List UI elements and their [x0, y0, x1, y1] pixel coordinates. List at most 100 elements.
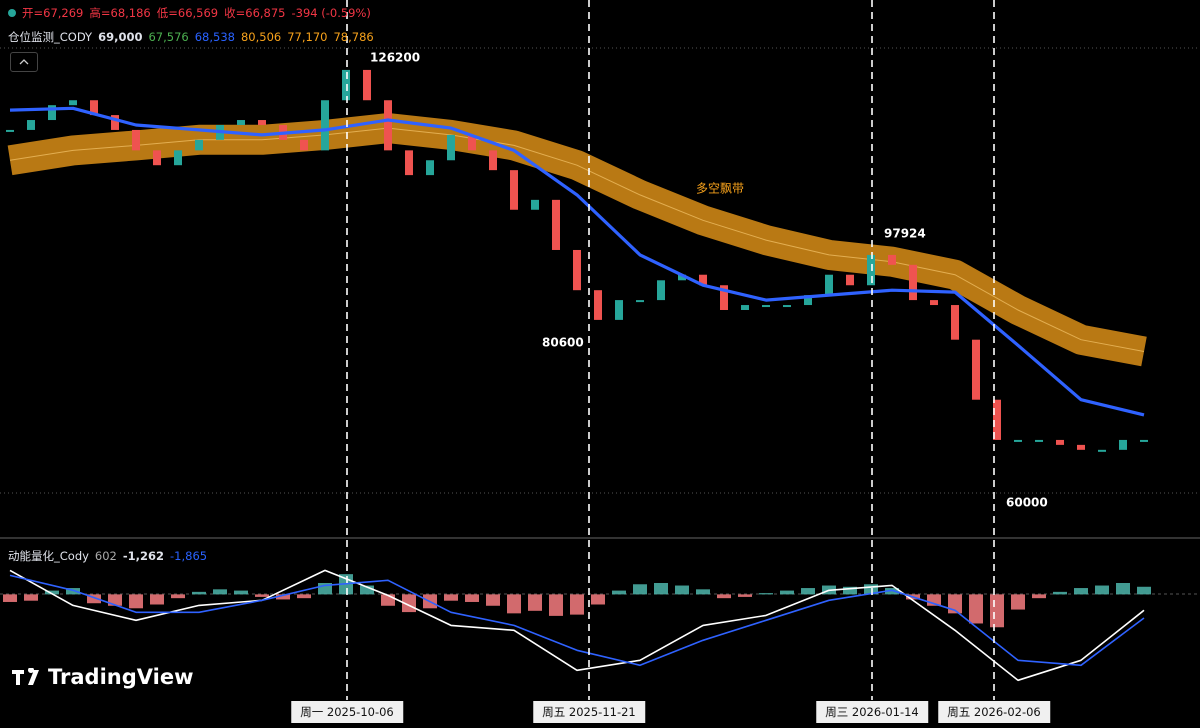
candle — [321, 100, 329, 151]
histogram-bar — [843, 586, 857, 595]
candle — [426, 160, 434, 176]
candle — [468, 134, 476, 151]
histogram-bar — [738, 594, 752, 597]
histogram-bar — [129, 594, 143, 609]
histogram-bar — [444, 594, 458, 601]
candle — [447, 134, 455, 161]
candle — [258, 120, 266, 125]
candle — [195, 139, 203, 151]
candle — [69, 100, 77, 106]
histogram-bar — [213, 589, 227, 595]
histogram-bar — [1137, 586, 1151, 595]
candle — [1119, 439, 1127, 450]
histogram-bar — [1095, 585, 1109, 595]
histogram-bar — [591, 594, 605, 605]
histogram-bar — [465, 594, 479, 602]
histogram-bar — [528, 594, 542, 611]
candle — [720, 285, 728, 310]
indicator-value: 78,786 — [333, 30, 374, 44]
macd-title[interactable]: 动能量化_Cody — [8, 549, 89, 563]
candle — [1056, 439, 1064, 445]
macd-line — [9, 569, 1145, 682]
annotation: 60000 — [1006, 496, 1048, 510]
histogram-bar — [1116, 583, 1130, 595]
annotation: 97924 — [884, 227, 926, 241]
histogram-bar — [612, 590, 626, 595]
histogram-bar — [24, 594, 38, 601]
band-center — [9, 127, 1145, 352]
histogram-bar — [633, 584, 647, 595]
collapse-button[interactable] — [10, 52, 38, 72]
histogram-bar — [255, 594, 269, 597]
histogram-bar — [1032, 594, 1046, 599]
candle — [48, 105, 56, 121]
indicator-value: 67,576 — [148, 30, 189, 44]
macd-line — [9, 574, 1145, 667]
histogram-bar — [885, 588, 899, 595]
candle — [657, 280, 665, 301]
ma-line — [9, 106, 1145, 417]
candle — [111, 115, 119, 130]
candle — [867, 254, 875, 286]
histogram-bar — [150, 594, 164, 605]
histogram-bar — [717, 594, 731, 599]
indicator-value: 80,506 — [240, 30, 282, 44]
candle — [510, 170, 518, 210]
candle — [594, 290, 602, 320]
date-label: 周五 2026-02-06 — [938, 701, 1050, 723]
chevron — [19, 59, 29, 65]
candle — [1035, 439, 1043, 442]
candle — [783, 305, 791, 308]
histogram-bar — [66, 588, 80, 595]
histogram-bar — [990, 594, 1004, 628]
histogram-bar — [801, 588, 815, 595]
candle — [762, 305, 770, 308]
indicator-value: 77,170 — [287, 30, 328, 44]
candle — [132, 129, 140, 151]
histogram-bar — [864, 584, 878, 595]
histogram-bar — [108, 594, 122, 606]
low: 低=66,569 — [156, 6, 219, 20]
band-label: 多空飘带 — [696, 182, 744, 196]
watermark: TradingView — [12, 665, 193, 689]
histogram-bar — [45, 590, 59, 595]
histogram-bar — [549, 594, 563, 616]
ohlc-header: 开=67,269 高=68,186 低=66,569 收=66,875 -394… — [8, 5, 371, 21]
date-label: 周一 2025-10-06 — [291, 701, 403, 723]
histogram-bar — [381, 594, 395, 606]
histogram-bar — [171, 594, 185, 599]
candle — [552, 199, 560, 250]
histogram-bar — [318, 583, 332, 595]
histogram-bar — [360, 585, 374, 595]
candle — [153, 150, 161, 166]
candle — [6, 129, 14, 132]
high: 高=68,186 — [89, 6, 151, 20]
histogram-bar — [276, 594, 290, 600]
indicator-name[interactable]: 仓位监测_CODY — [8, 30, 93, 44]
indicator-header: 仓位监测_CODY 69,000 67,576 68,538 80,506 77… — [8, 29, 374, 45]
open: 开=67,269 — [22, 6, 84, 20]
close: 收=66,875 — [224, 6, 286, 20]
candle — [888, 254, 896, 265]
macd-header: 动能量化_Cody 602 -1,262 -1,865 — [8, 548, 207, 564]
histogram-bar — [87, 594, 101, 604]
candle — [384, 100, 392, 151]
status-dot — [8, 9, 16, 17]
indicator-value: 69,000 — [98, 30, 143, 44]
candle — [237, 120, 245, 125]
histogram-bar — [675, 585, 689, 595]
histogram-bar — [3, 594, 17, 602]
macd-value: 602 — [94, 549, 117, 563]
candle — [300, 139, 308, 151]
candle — [972, 339, 980, 400]
change: -394 (-0.59%) — [291, 6, 371, 20]
candle — [363, 69, 371, 101]
candle — [489, 150, 497, 171]
crosshairs — [346, 0, 995, 700]
candle — [90, 100, 98, 116]
candle — [531, 199, 539, 210]
annotation: 126200 — [370, 51, 420, 65]
histogram-bar — [570, 594, 584, 615]
